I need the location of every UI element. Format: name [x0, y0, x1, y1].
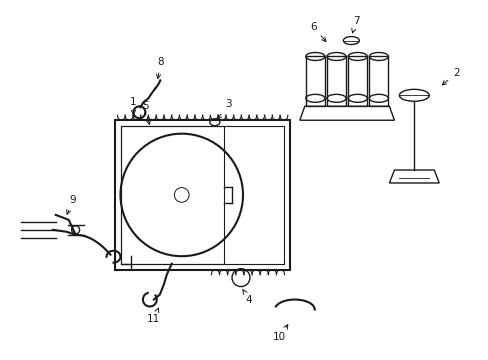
Text: 1: 1 [130, 97, 137, 114]
Bar [368, 57, 387, 106]
Text: 8: 8 [156, 58, 163, 78]
Text: 5: 5 [142, 101, 150, 125]
Text: 2: 2 [441, 68, 459, 85]
Bar [305, 57, 324, 106]
Bar [347, 57, 366, 106]
Text: 3: 3 [217, 99, 232, 119]
Text: 11: 11 [147, 308, 160, 324]
Bar [326, 57, 346, 106]
Text: 9: 9 [66, 195, 76, 214]
Text: 7: 7 [351, 15, 359, 33]
Text: 10: 10 [273, 325, 287, 342]
Text: 4: 4 [242, 289, 252, 305]
Text: 6: 6 [309, 22, 325, 41]
